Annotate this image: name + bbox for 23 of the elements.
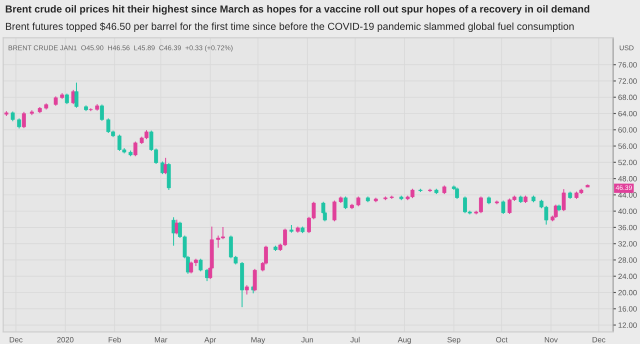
candlestick xyxy=(74,82,78,108)
candlestick xyxy=(64,93,69,105)
candlestick xyxy=(198,258,203,272)
candlestick xyxy=(22,111,26,129)
candlestick xyxy=(332,200,336,222)
candlestick xyxy=(554,204,558,219)
candlestick xyxy=(356,196,360,207)
candlestick xyxy=(562,188,566,212)
candlestick xyxy=(174,219,179,235)
candlestick xyxy=(100,104,104,122)
candlestick xyxy=(17,118,22,130)
candlestick xyxy=(344,196,348,210)
candlestick xyxy=(244,284,249,296)
candlestick xyxy=(54,96,58,106)
candlestick xyxy=(252,268,257,292)
chart-title: Brent crude oil prices hit their highest since March as hopes for a vaccine roll out spur hopes of a recovery in oil demand xyxy=(6,5,590,15)
candlestick xyxy=(133,141,138,157)
candlestick xyxy=(10,110,15,122)
candlestick xyxy=(455,187,460,200)
candlestick xyxy=(501,200,506,214)
candlestick xyxy=(71,89,76,105)
candlestick xyxy=(166,162,171,190)
chart-subtitle: Brent futures topped $46.50 per barrel for the first time since before the COVID-19 pandemic slammed global fuel consumption xyxy=(6,22,574,32)
